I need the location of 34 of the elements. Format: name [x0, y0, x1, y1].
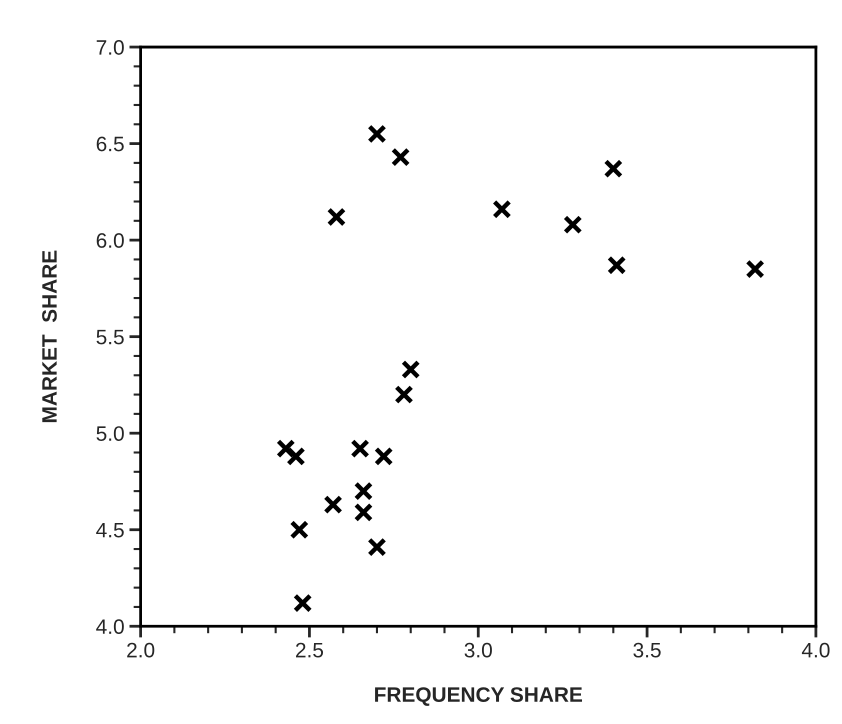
- point: [607, 256, 626, 275]
- point: [604, 159, 623, 178]
- y-axis-title: MARKET SHARE: [42, 250, 57, 422]
- y-tick-label: 7.0: [96, 40, 124, 55]
- point: [367, 124, 386, 144]
- x-tick-label: 2.5: [296, 642, 324, 658]
- point: [286, 446, 306, 466]
- y-tick-label: 4.0: [96, 619, 124, 634]
- point: [746, 260, 765, 279]
- point: [492, 200, 512, 219]
- point: [354, 502, 373, 522]
- point: [276, 439, 296, 458]
- y-tick-label: 4.5: [96, 522, 124, 538]
- point: [401, 360, 420, 379]
- x-tick-label: 3.5: [633, 642, 661, 658]
- point: [394, 385, 414, 404]
- x-tick-label: 2.0: [127, 642, 154, 658]
- point: [563, 215, 582, 234]
- point: [374, 446, 394, 466]
- point: [290, 520, 309, 540]
- point: [293, 594, 312, 613]
- point: [367, 538, 386, 557]
- point: [324, 495, 343, 514]
- y-tick-label: 5.5: [96, 330, 124, 344]
- point: [354, 482, 373, 501]
- y-tick-label: 6.0: [96, 233, 124, 248]
- point: [391, 148, 410, 167]
- point: [350, 439, 370, 458]
- point: [326, 207, 346, 226]
- x-tick-label: 4.0: [802, 642, 830, 658]
- y-tick-label: 6.5: [96, 136, 124, 152]
- x-axis-title: FREQUENCY SHARE: [375, 687, 582, 706]
- y-tick-label: 5.0: [96, 426, 124, 441]
- x-tick-label: 3.0: [464, 642, 492, 658]
